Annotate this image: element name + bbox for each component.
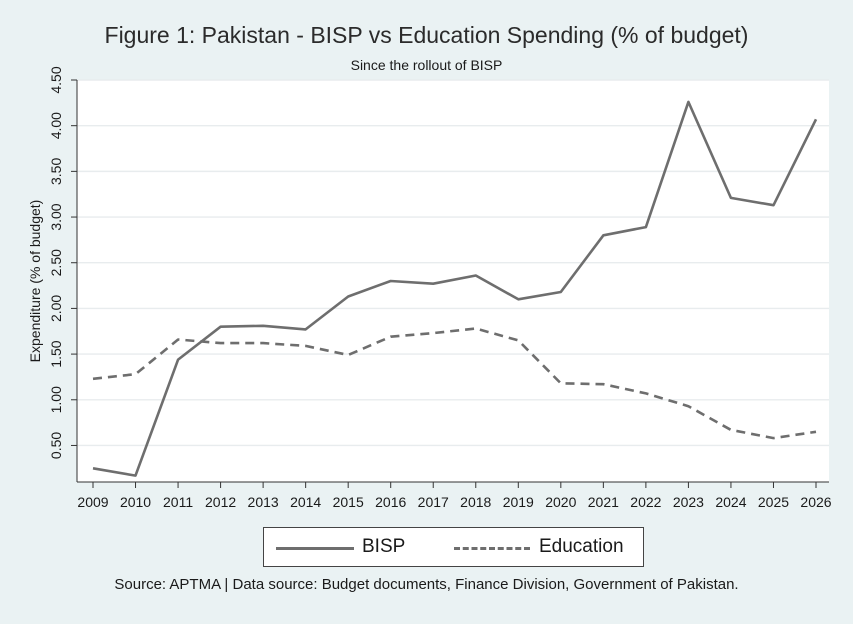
x-tick-label: 2018	[460, 494, 491, 510]
y-tick-label: 2.00	[48, 295, 64, 322]
chart-subtitle: Since the rollout of BISP	[350, 57, 503, 73]
chart-title: Figure 1: Pakistan - BISP vs Education S…	[104, 22, 749, 48]
x-tick-label: 2020	[545, 494, 576, 510]
y-tick-label: 3.50	[48, 158, 64, 185]
x-tick-label: 2025	[758, 494, 789, 510]
x-tick-label: 2010	[120, 494, 151, 510]
y-tick-label: 4.00	[48, 112, 64, 139]
series-line-education	[92, 327, 817, 440]
y-tick-label: 0.50	[48, 432, 64, 459]
x-tick-label: 2026	[800, 494, 831, 510]
x-tick-label: 2009	[77, 494, 108, 510]
x-tick-label: 2024	[715, 494, 746, 510]
x-tick-label: 2019	[503, 494, 534, 510]
y-tick-label: 1.00	[48, 386, 64, 413]
series-line-bisp	[92, 100, 818, 477]
y-tick-label: 2.50	[48, 249, 64, 276]
y-tick-label: 3.00	[48, 203, 64, 230]
x-tick-label: 2017	[418, 494, 449, 510]
y-tick-label: 4.50	[48, 66, 64, 93]
x-tick-label: 2011	[163, 494, 193, 510]
source-note: Source: APTMA | Data source: Budget docu…	[114, 576, 739, 593]
y-tick-label: 1.50	[48, 340, 64, 367]
legend-swatch-bisp	[276, 547, 354, 550]
y-axis-title: Expenditure (% of budget)	[27, 200, 43, 363]
x-tick-label: 2021	[588, 494, 619, 510]
legend-label-education: Education	[539, 536, 624, 557]
x-tick-label: 2016	[375, 494, 406, 510]
legend-label-bisp: BISP	[362, 536, 406, 557]
x-tick-label: 2022	[630, 494, 661, 510]
chart-legend: BISP Education	[263, 527, 644, 567]
x-tick-label: 2012	[205, 494, 236, 510]
legend-swatch-education	[454, 547, 530, 550]
x-tick-label: 2013	[248, 494, 279, 510]
x-tick-label: 2015	[333, 494, 364, 510]
x-tick-label: 2014	[290, 494, 321, 510]
x-tick-label: 2023	[673, 494, 704, 510]
